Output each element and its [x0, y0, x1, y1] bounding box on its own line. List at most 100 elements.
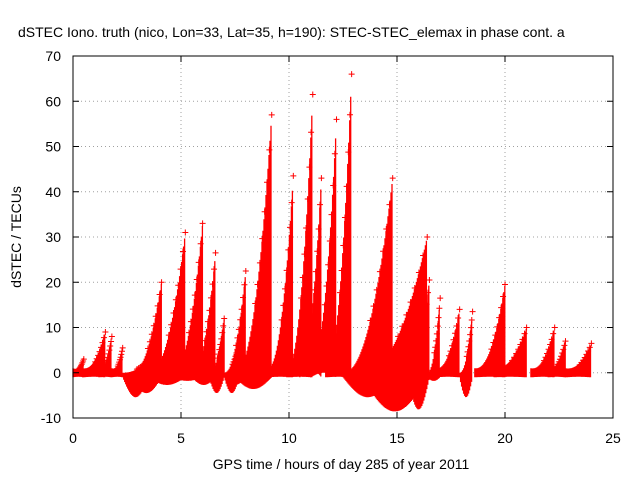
- plus-marker: [119, 344, 126, 351]
- plus-marker: [492, 332, 499, 339]
- plus-marker: [467, 324, 474, 331]
- plus-marker: [423, 301, 430, 308]
- plus-marker: [456, 306, 463, 313]
- plus-marker: [523, 324, 530, 331]
- plus-marker: [290, 172, 297, 179]
- plus-marker: [104, 354, 111, 361]
- plus-marker: [286, 224, 293, 231]
- plus-marker: [424, 234, 431, 240]
- plus-marker: [102, 329, 109, 336]
- plus-marker: [310, 303, 317, 310]
- plus-marker: [436, 305, 443, 312]
- plus-marker: [252, 300, 259, 307]
- plus-marker: [586, 344, 593, 351]
- plus-marker: [389, 175, 396, 182]
- plus-marker: [98, 344, 105, 351]
- plus-marker: [317, 201, 324, 208]
- plus-marker: [416, 344, 423, 351]
- plus-marker: [338, 267, 345, 274]
- plus-marker: [154, 302, 161, 309]
- plus-marker: [259, 235, 266, 242]
- arc-body: [234, 125, 272, 389]
- plus-marker: [193, 276, 200, 283]
- plus-marker: [218, 335, 225, 342]
- arc-body: [361, 240, 428, 412]
- arc-body: [130, 283, 162, 394]
- plus-marker: [315, 226, 322, 233]
- plus-marker: [559, 349, 566, 356]
- arc-body: [208, 319, 225, 393]
- plus-marker: [494, 323, 501, 330]
- plus-marker: [449, 342, 456, 349]
- plus-marker: [558, 353, 565, 360]
- plus-marker: [189, 306, 196, 313]
- arc-body: [171, 226, 204, 381]
- plus-marker: [321, 301, 328, 308]
- y-tick-label: 0: [53, 365, 61, 381]
- plus-marker: [99, 339, 106, 346]
- plus-marker: [288, 199, 295, 206]
- plus-marker: [547, 341, 554, 348]
- plus-marker: [328, 211, 335, 218]
- plus-marker: [515, 346, 522, 353]
- x-tick-label: 15: [389, 430, 405, 446]
- satellite-arc: [493, 324, 530, 378]
- x-tick-label: 0: [69, 430, 77, 446]
- plus-marker: [241, 281, 248, 288]
- plus-marker: [431, 349, 438, 356]
- plus-marker: [517, 341, 524, 348]
- plus-marker: [203, 328, 210, 335]
- plus-marker: [502, 281, 508, 288]
- plus-marker: [211, 266, 218, 273]
- plus-marker: [77, 363, 84, 370]
- plus-marker: [93, 355, 100, 362]
- plus-marker: [370, 303, 377, 310]
- plus-marker: [437, 295, 444, 302]
- plus-marker: [195, 259, 202, 266]
- plus-marker: [240, 294, 247, 301]
- y-axis-label: dSTEC / TECUs: [8, 186, 24, 288]
- plus-marker: [496, 314, 503, 321]
- satellite-arc: [72, 356, 87, 378]
- data-series: [72, 71, 595, 412]
- plus-marker: [433, 330, 440, 337]
- plus-marker: [386, 201, 393, 208]
- plus-marker: [95, 352, 102, 359]
- plus-marker: [318, 175, 325, 182]
- plus-marker: [343, 183, 350, 190]
- plus-marker: [326, 237, 333, 244]
- plus-marker: [311, 286, 318, 293]
- plus-marker: [197, 240, 204, 247]
- y-tick-label: 60: [45, 93, 61, 109]
- plus-marker: [242, 267, 249, 274]
- plus-marker: [542, 354, 549, 361]
- plus-marker: [152, 313, 159, 320]
- y-tick-label: 40: [45, 184, 61, 200]
- plus-marker: [407, 299, 414, 306]
- plus-marker: [268, 111, 275, 118]
- satellite-arc: [111, 344, 126, 378]
- plus-marker: [191, 292, 198, 299]
- plus-marker: [581, 354, 588, 361]
- plus-marker: [588, 340, 595, 347]
- plus-marker: [201, 337, 208, 344]
- plus-marker: [237, 316, 244, 323]
- arc-body: [299, 189, 322, 378]
- plus-marker: [182, 229, 189, 236]
- plus-marker: [96, 348, 103, 355]
- arc-body: [530, 330, 555, 378]
- plus-marker: [585, 348, 592, 355]
- x-axis-label: GPS time / hours of day 285 of year 2011: [213, 456, 470, 472]
- satellite-arc: [435, 306, 463, 378]
- plus-marker: [467, 331, 474, 338]
- plus-marker: [146, 338, 153, 345]
- arc-body: [426, 309, 440, 381]
- plus-marker: [92, 358, 99, 365]
- arc-body: [309, 138, 337, 378]
- plus-marker: [560, 346, 567, 353]
- chart-title: dSTEC Iono. truth (nico, Lon=33, Lat=35,…: [18, 24, 565, 40]
- satellite-arc: [82, 329, 109, 378]
- plus-marker: [452, 330, 459, 337]
- plus-marker: [234, 334, 241, 341]
